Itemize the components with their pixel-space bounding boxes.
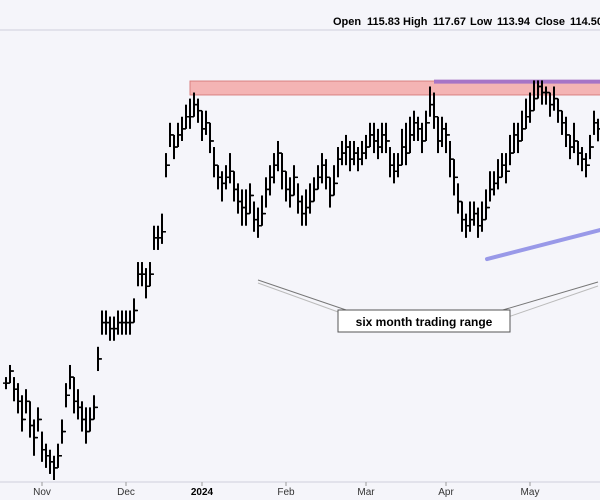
close-label: Close	[535, 16, 565, 28]
ohlc-header: Open 115.83 High 117.67 Low 113.94 Close…	[333, 16, 600, 28]
overlay-layer	[189, 79, 600, 262]
resistance-zone	[189, 80, 600, 96]
x-tick-label: Mar	[357, 487, 375, 498]
annotation-layer: six month trading range	[257, 279, 599, 333]
low-label: Low	[470, 16, 492, 28]
annotation-pointer-left-shadow	[257, 282, 353, 318]
annotation-pointer-right-shadow	[504, 285, 599, 319]
annotation-text: six month trading range	[356, 315, 493, 329]
annotation-box	[337, 309, 511, 333]
annotation-pointer-left	[257, 279, 353, 313]
high-value: 117.67	[433, 16, 466, 28]
x-axis: Nov Dec 2024 Feb Mar Apr May	[33, 482, 539, 498]
low-value: 113.94	[497, 16, 531, 28]
x-tick-label: Feb	[277, 487, 295, 498]
open-value: 115.83	[367, 16, 400, 28]
price-bars-layer	[3, 80, 600, 480]
x-tick-label: Dec	[117, 487, 135, 498]
annotation-pointer-right	[495, 281, 599, 313]
support-trendline	[485, 228, 600, 262]
x-tick-label: 2024	[191, 487, 214, 498]
high-label: High	[403, 16, 428, 28]
x-tick-label: May	[521, 487, 540, 498]
x-tick-label: Nov	[33, 487, 51, 498]
x-tick-label: Apr	[438, 487, 454, 498]
close-value: 114.50	[570, 16, 600, 28]
open-label: Open	[333, 16, 361, 28]
